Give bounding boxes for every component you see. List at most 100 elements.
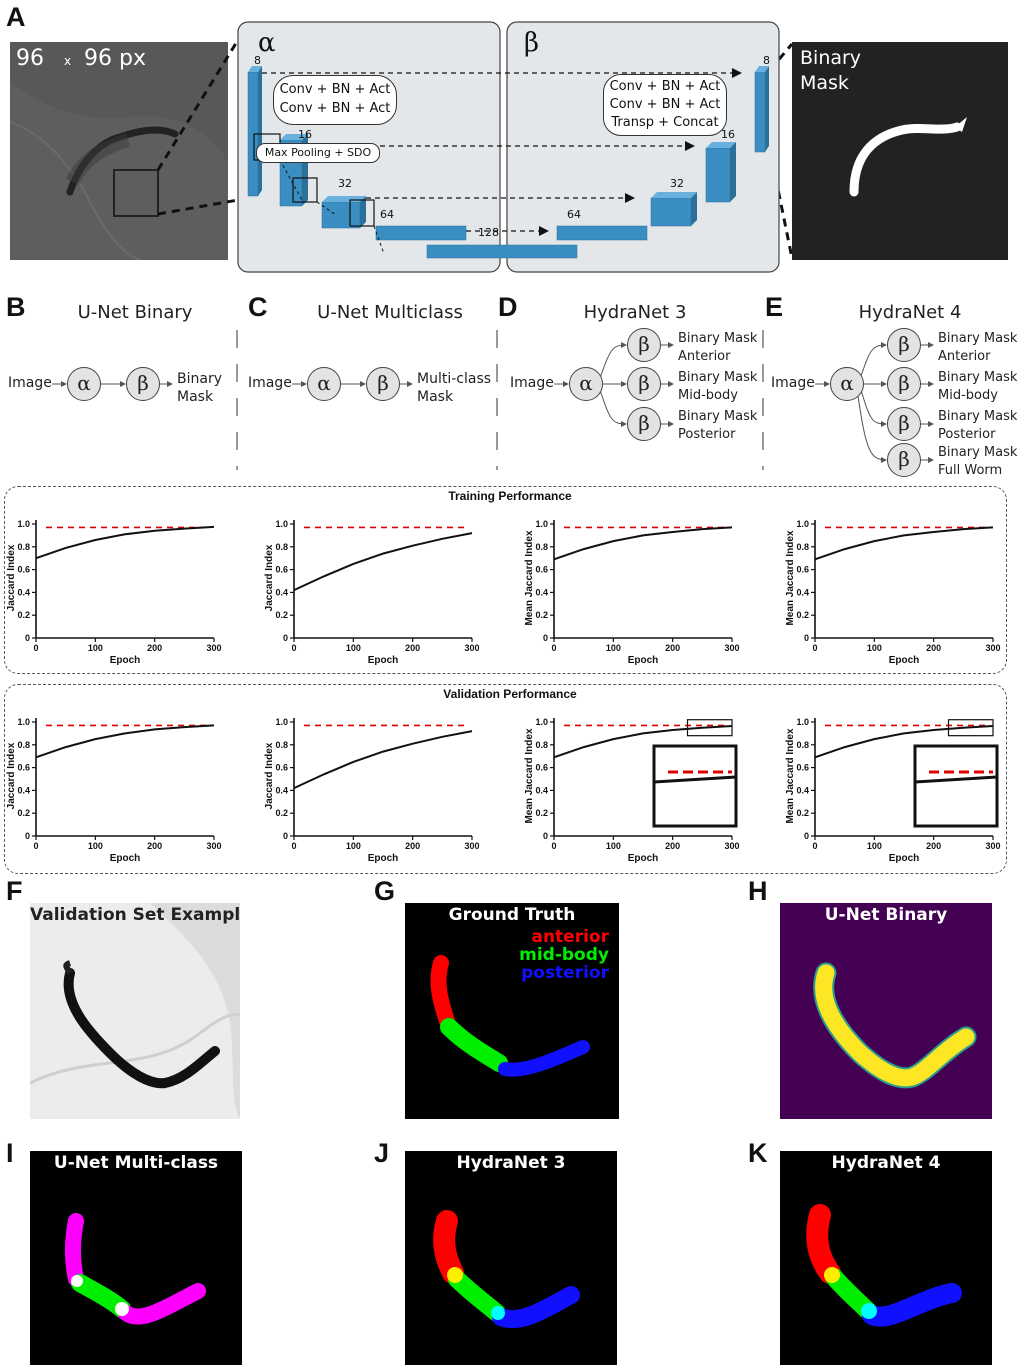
flow-d-beta-3: β <box>627 407 661 441</box>
train-hydranet3-ytick-label: 0.6 <box>535 565 548 575</box>
encoder-ops-box: Conv + BN + Act Conv + BN + Act <box>273 75 397 125</box>
train-hydranet3-series-line <box>553 526 733 561</box>
hydranet3-label: HydraNet 3 <box>456 1153 566 1173</box>
hydranet4-image: HydraNet 4 <box>780 1151 992 1365</box>
flow-d-image: Image <box>510 375 554 391</box>
flow-e-head-1: Binary Mask Anterior <box>938 331 1018 364</box>
train-unet-multiclass-series-line <box>293 532 473 592</box>
val-unet-binary-xtick-label: 200 <box>147 841 162 851</box>
val-unet-multiclass-ytick-label: 0.2 <box>275 808 288 818</box>
micrograph-image <box>9 82 228 261</box>
crop-box <box>113 169 159 217</box>
hydranet4-label: HydraNet 4 <box>831 1153 941 1173</box>
val-unet-binary-xtick-label: 300 <box>206 841 221 851</box>
panel-label-d: D <box>498 292 518 322</box>
panel-label-b: B <box>6 292 26 322</box>
panel-label-h: H <box>748 876 768 906</box>
decoder-ops-box: Conv + BN + Act Conv + BN + Act Transp +… <box>603 74 727 136</box>
flow-connectors <box>52 330 934 470</box>
train-unet-multiclass-xtick-label: 300 <box>464 643 479 653</box>
val-unet-binary-xtick-label: 0 <box>33 841 38 851</box>
unet-binary-image: U-Net Binary <box>780 903 992 1119</box>
train-hydranet4-ytick-label: 1.0 <box>796 519 809 529</box>
output-mask-label-2: Mask <box>800 72 849 94</box>
train-hydranet3-xlabel: Epoch <box>628 655 659 666</box>
val-unet-multiclass-ylabel: Jaccard Index <box>264 742 275 809</box>
train-unet-binary-xtick-label: 200 <box>147 643 162 653</box>
legend-posterior: posterior <box>521 963 609 983</box>
val-hydranet3-xlabel: Epoch <box>628 853 659 864</box>
train-hydranet4-ytick-label: 0.2 <box>796 610 809 620</box>
train-unet-multiclass-xtick-label: 0 <box>291 643 296 653</box>
panel-label-k: K <box>748 1138 768 1168</box>
val-hydranet3-ylabel: Mean Jaccard Index <box>524 728 535 823</box>
unet-binary-label: U-Net Binary <box>824 905 948 925</box>
flow-e-beta-1: β <box>887 328 921 362</box>
output-mask-label: Binary Mask <box>800 46 861 96</box>
legend-mid-body: mid-body <box>519 945 609 965</box>
val-hydranet4-xtick-label: 100 <box>867 841 882 851</box>
pool-label-box: Max Pooling + SDO <box>256 143 380 163</box>
train-unet-multiclass-xlabel: Epoch <box>368 655 399 666</box>
val-unet-binary-series-line <box>35 724 215 759</box>
flow-e-head-2: Binary Mask Mid-body <box>938 370 1018 403</box>
train-unet-binary-xtick-label: 100 <box>88 643 103 653</box>
val-hydranet3-inset <box>652 744 738 828</box>
train-hydranet4-ytick-label: 0.4 <box>796 587 809 597</box>
val-unet-binary-ytick-label: 1.0 <box>17 717 30 727</box>
train-unet-binary-series-line <box>35 525 215 560</box>
train-unet-binary-ytick-label: 0.8 <box>17 542 30 552</box>
training-section <box>4 486 1007 674</box>
val-hydranet3-xtick-label: 200 <box>665 841 680 851</box>
unet-multiclass-image: U-Net Multi-class <box>30 1151 242 1365</box>
flow-e-head-4: Binary Mask Full Worm <box>938 445 1018 478</box>
train-unet-multiclass-xtick-label: 200 <box>405 643 420 653</box>
encoder-op-1: Conv + BN + Act <box>279 82 391 97</box>
panel-label-j: J <box>374 1138 390 1168</box>
train-hydranet4-ytick-label: 0 <box>804 633 809 643</box>
hydranet3-mask <box>433 1210 580 1329</box>
input-micrograph: 96 x 96 px <box>9 42 228 261</box>
beta-symbol: β <box>524 28 540 58</box>
ch-8-enc: 8 <box>254 54 261 67</box>
flow-e-beta-3: β <box>887 407 921 441</box>
train-hydranet4-ytick-label: 0.8 <box>796 542 809 552</box>
val-hydranet4-ylabel: Mean Jaccard Index <box>785 728 796 823</box>
validation-worm <box>30 903 240 1119</box>
train-unet-binary-xtick-label: 300 <box>206 643 221 653</box>
train-hydranet3-ytick-label: 1.0 <box>535 519 548 529</box>
ground-truth-image: Ground Truth anterior mid-body posterior <box>405 903 619 1119</box>
panel-label-a: A <box>6 2 26 32</box>
size-times: x <box>64 54 72 68</box>
flow-c-beta: β <box>366 367 400 401</box>
train-unet-binary-ytick-label: 0.2 <box>17 610 30 620</box>
flow-d-head-1: Binary Mask Anterior <box>678 331 758 364</box>
train-unet-multiclass-ytick-label: 0.2 <box>275 610 288 620</box>
title-unet-binary: U-Net Binary <box>77 302 193 323</box>
train-hydranet3-ytick-label: 0.4 <box>535 587 548 597</box>
size-label-2: 96 px <box>84 46 146 71</box>
ch-32-dec: 32 <box>670 177 684 190</box>
val-hydranet3-xtick-label: 300 <box>724 841 739 851</box>
validation-example-label: Validation Set Example <box>30 905 240 925</box>
flow-e-beta-4: β <box>887 443 921 477</box>
ch-64-dec: 64 <box>567 208 581 221</box>
train-hydranet4-xtick-label: 0 <box>812 643 817 653</box>
val-unet-multiclass-ytick-label: 0 <box>283 831 288 841</box>
val-hydranet3-inset-series <box>653 775 737 784</box>
train-hydranet3-xtick-label: 200 <box>665 643 680 653</box>
val-unet-binary-xtick-label: 100 <box>88 841 103 851</box>
flow-d-beta-2: β <box>627 367 661 401</box>
train-unet-binary-ytick-label: 0 <box>25 633 30 643</box>
train-unet-multiclass-ylabel: Jaccard Index <box>264 544 275 611</box>
panel-label-g: G <box>374 876 396 906</box>
val-hydranet4-xtick-label: 0 <box>812 841 817 851</box>
train-hydranet4-ytick-label: 0.6 <box>796 565 809 575</box>
flow-e-head-3: Binary Mask Posterior <box>938 409 1018 442</box>
ch-16-enc: 16 <box>298 128 312 141</box>
flow-c-output: Multi-class Mask <box>417 371 492 405</box>
mask-shape <box>849 117 967 197</box>
panel-label-e: E <box>765 292 784 322</box>
validation-example-image: Validation Set Example <box>30 903 240 1119</box>
val-unet-binary-ylabel: Jaccard Index <box>6 742 17 809</box>
